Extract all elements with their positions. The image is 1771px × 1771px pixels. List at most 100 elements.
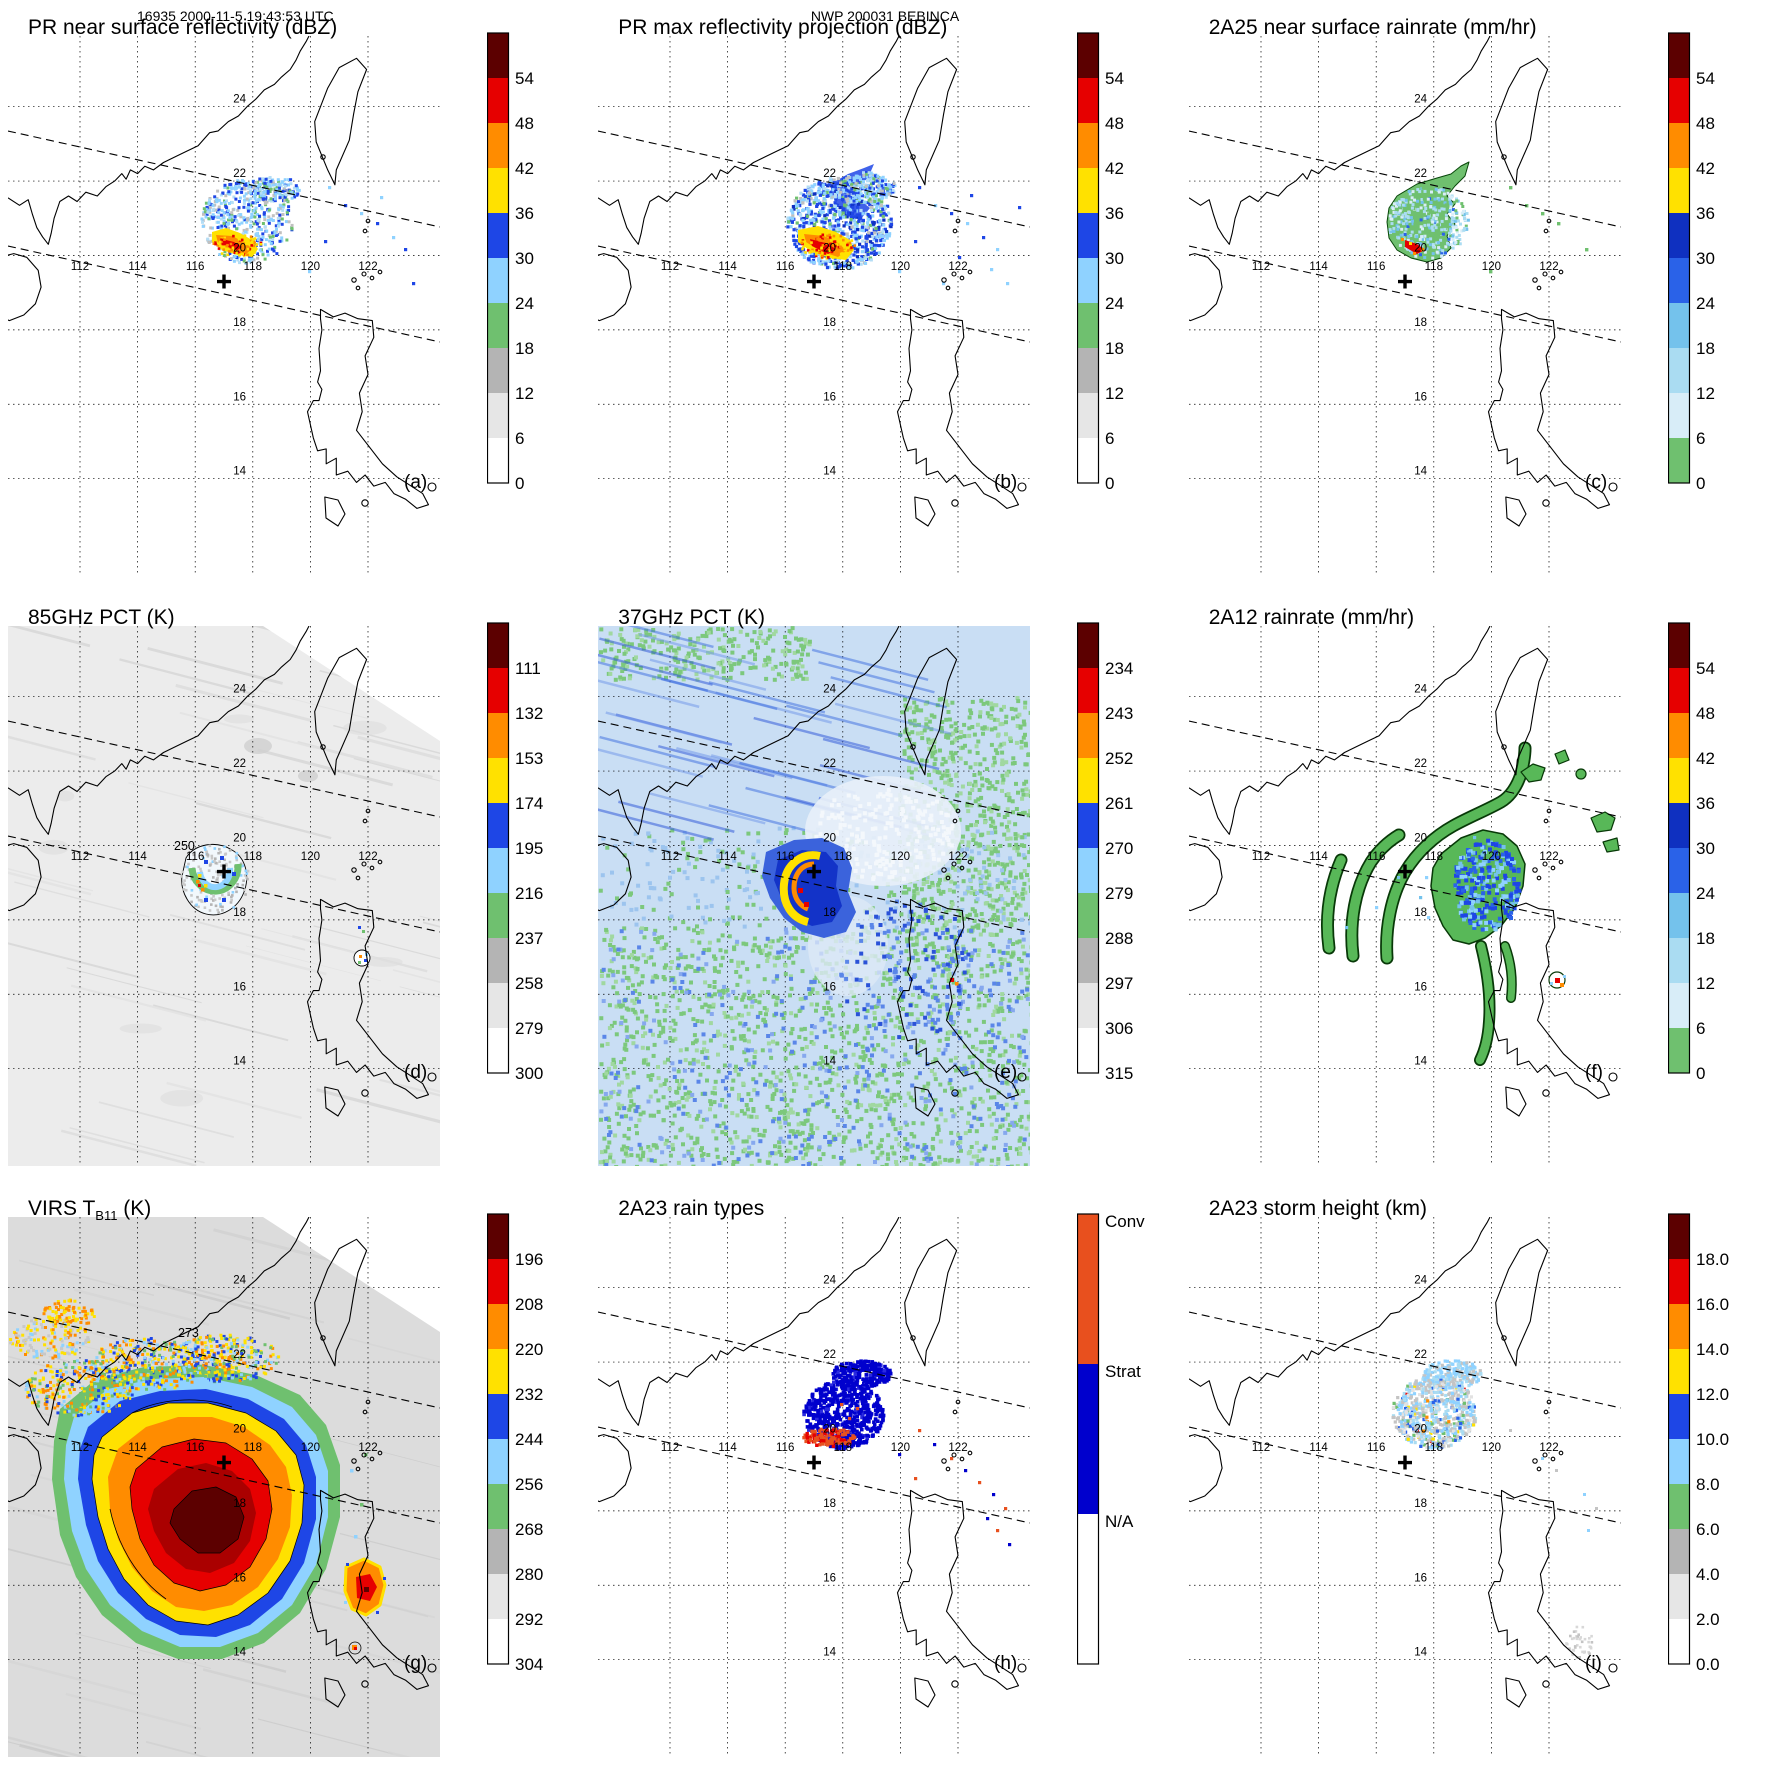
coastlines	[598, 36, 1027, 527]
lon-label: 122	[358, 851, 377, 863]
lon-label: 120	[301, 851, 320, 863]
lat-label: 16	[233, 982, 246, 994]
colorbar-tick: 6.0	[1696, 1520, 1720, 1539]
colorbar-tick: 132	[515, 704, 543, 723]
lon-label: 118	[834, 261, 852, 273]
lat-label: 22	[233, 1349, 246, 1361]
lon-label: 112	[661, 1442, 679, 1454]
lon-label: 122	[949, 851, 968, 863]
colorbar-tick: 30	[1696, 249, 1715, 268]
lat-label: 16	[824, 391, 837, 403]
storm-center-marker	[807, 1455, 822, 1470]
colorbar-tick: 174	[515, 794, 543, 813]
panel-letter: (h)	[994, 1653, 1017, 1674]
lon-label: 114	[128, 851, 147, 863]
lat-label: 24	[233, 94, 246, 106]
storm-center-marker	[1397, 1455, 1412, 1470]
colorbar-tick: 196	[515, 1250, 543, 1269]
colorbar-tick: 288	[1105, 929, 1133, 948]
colorbar-tick: 315	[1105, 1064, 1133, 1083]
storm-center-marker	[1397, 864, 1412, 879]
storm-center-marker	[217, 864, 231, 879]
lon-label: 114	[719, 851, 738, 863]
panel-letter: (e)	[994, 1062, 1017, 1083]
map-g: 273 112 114 116 118 120 122 24 22 20 18 16 14 (g)	[8, 1216, 440, 1757]
graticule-labels: 112 114 116 118 120 122 24 22 20 18 16 14	[661, 684, 968, 1068]
data-field	[1386, 161, 1589, 274]
lat-label: 24	[824, 94, 837, 106]
colorbar-tick: 42	[1696, 159, 1715, 178]
colorbar-tick: 292	[515, 1610, 543, 1629]
colorbar-tick: 304	[515, 1655, 543, 1674]
swath-edge-lines	[598, 1311, 1031, 1524]
data-field	[180, 844, 371, 967]
lat-label: 14	[824, 1056, 837, 1068]
swath-edge-lines	[8, 130, 440, 343]
data-field	[9, 1298, 387, 1659]
colorbar-tick: 268	[515, 1520, 543, 1539]
header-orbit-info: 16935 2000-11-5 19:43:53 UTC	[137, 8, 334, 24]
colorbar-tick: 297	[1105, 974, 1133, 993]
lat-label: 14	[1414, 1646, 1427, 1658]
lon-label: 116	[186, 1442, 204, 1454]
panel-d: 85GHz PCT (K) 250 112 114 116 118 120 122 24 22 20…	[0, 590, 590, 1180]
data-field	[200, 176, 416, 286]
lat-label: 22	[824, 168, 837, 180]
colorbar-tick: 6	[1105, 429, 1114, 448]
colorbar-g: 196 208 220 232 244 256 268 280 292 304	[487, 1213, 543, 1674]
coastlines	[598, 626, 1027, 1117]
map-b: 112 114 116 118 120 122 24 22 20 18 16 14 (b)	[598, 36, 1031, 576]
graticule-labels: 112 114 116 118 120 122 24 22 20 18 16 14	[71, 1274, 378, 1658]
colorbar-tick: 54	[1696, 659, 1715, 678]
colorbar-tick: 14.0	[1696, 1340, 1729, 1359]
graticule-labels: 112 114 116 118 120 122 24 22 20 18 16 14	[661, 1274, 968, 1658]
panel-title-b: PR max reflectivity projection (dBZ)	[618, 16, 948, 39]
lat-label: 16	[824, 982, 837, 994]
colorbar-tick: 270	[1105, 839, 1133, 858]
lon-label: 112	[661, 261, 679, 273]
lat-label: 22	[1414, 758, 1427, 770]
map-c: 112 114 116 118 120 122 24 22 20 18 16 14 (c)	[1188, 36, 1621, 576]
lat-label: 16	[1414, 982, 1427, 994]
lon-label: 120	[301, 261, 320, 273]
header-storm-name: NWP 200031 BEBINCA	[810, 8, 960, 24]
swath-edge-lines	[598, 720, 1031, 933]
colorbar-tick: 237	[515, 929, 543, 948]
colorbar-tick: 18	[515, 339, 534, 358]
panel-h: 2A23 rain types 112 114 116 118 120 122 24 22 20 1…	[590, 1181, 1180, 1771]
colorbar-tick: 0	[515, 474, 524, 493]
swath-edge-lines	[8, 720, 440, 933]
lon-label: 114	[1309, 1442, 1328, 1454]
lat-label: 24	[233, 684, 246, 696]
lon-label: 118	[834, 851, 852, 863]
panel-a: PR near surface reflectivity (dBZ) 112 114…	[0, 0, 590, 590]
panel-letter: (i)	[1585, 1653, 1602, 1674]
map-d: 250 112 114 116 118 120 122 24 22 20 18 16 14 (d)	[8, 626, 440, 1167]
lat-label: 24	[1414, 1274, 1427, 1286]
lon-label: 116	[1367, 851, 1385, 863]
colorbar-tick: 24	[1105, 294, 1124, 313]
lon-label: 112	[71, 851, 89, 863]
colorbar-tick: 300	[515, 1064, 543, 1083]
colorbar-tick: 12	[1696, 384, 1715, 403]
data-field	[1320, 741, 1620, 1067]
colorbar-tick: 54	[515, 69, 534, 88]
graticule-labels: 112 114 116 118 120 122 24 22 20 18 16 14	[71, 684, 378, 1068]
colorbar-tick: 24	[1696, 294, 1715, 313]
lat-label: 24	[1414, 684, 1427, 696]
lat-label: 20	[1414, 833, 1427, 845]
panel-title-a: PR near surface reflectivity (dBZ)	[28, 16, 338, 39]
colorbar-a: 54 48 42 36 30 24 18 12 6 0	[487, 32, 534, 493]
lat-label: 24	[1414, 94, 1427, 106]
colorbar-d: 111 132 153 174 195 216 237 258 279 300	[487, 622, 543, 1083]
lat-label: 18	[824, 907, 837, 919]
colorbar-i: 18.0 16.0 14.0 12.0 10.0 8.0 6.0 4.0 2.0 0.0	[1667, 1213, 1729, 1674]
data-field	[598, 626, 1031, 1167]
colorbar-tick: 153	[515, 749, 543, 768]
colorbar-tick: 12	[1105, 384, 1124, 403]
colorbar-tick: 208	[515, 1295, 543, 1314]
lon-label: 112	[661, 851, 679, 863]
lat-label: 20	[1414, 242, 1427, 254]
panel-title-e: 37GHz PCT (K)	[618, 606, 765, 630]
lon-label: 122	[1539, 851, 1558, 863]
